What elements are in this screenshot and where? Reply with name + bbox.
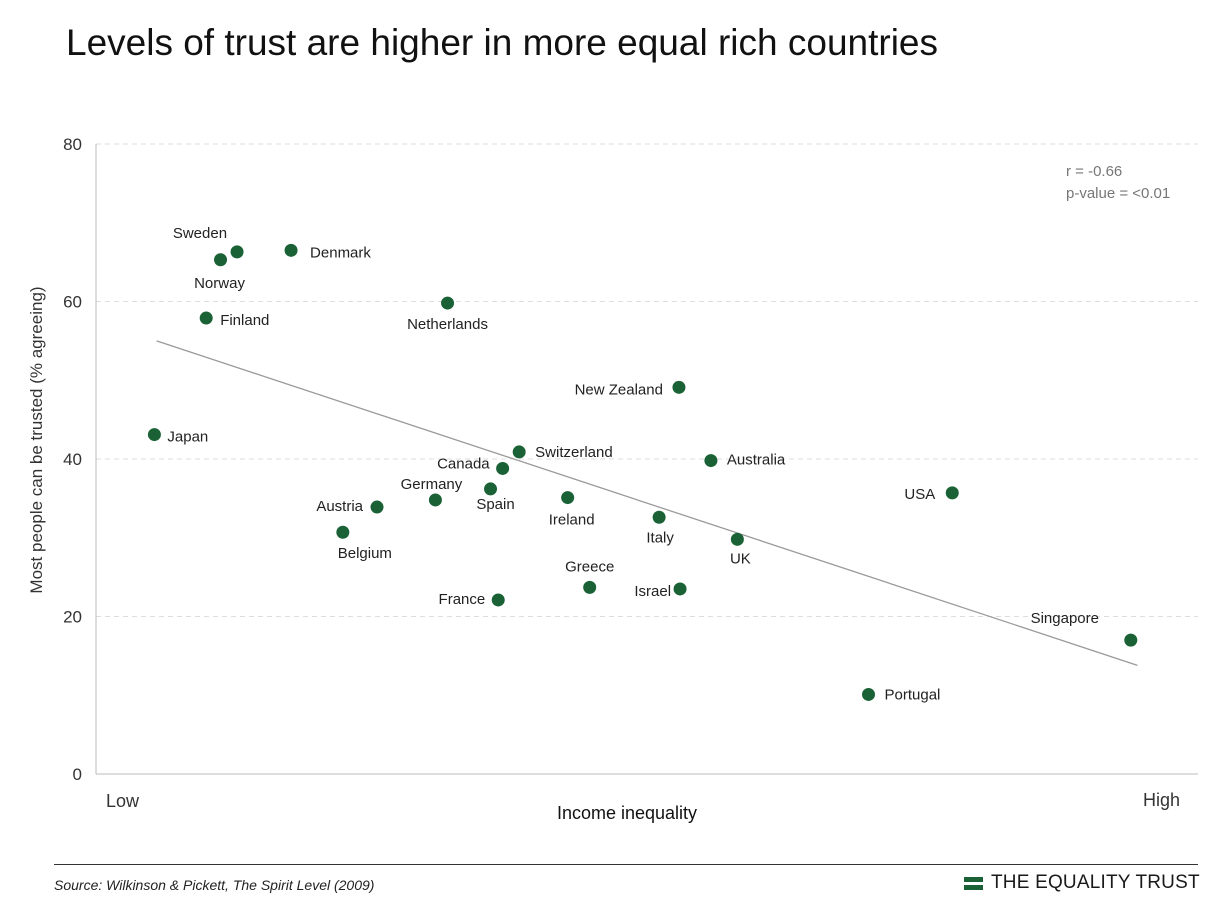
logo-bars-icon (964, 876, 983, 890)
data-point (491, 593, 505, 607)
data-point-label: Norway (194, 275, 245, 292)
data-point (862, 687, 876, 701)
source-note: Source: Wilkinson & Pickett, The Spirit … (54, 877, 375, 893)
data-point (673, 582, 687, 596)
data-point (561, 491, 575, 505)
x-tick-label-low: Low (106, 791, 140, 811)
y-axis-label: Most people can be trusted (% agreeing) (27, 286, 46, 593)
data-point (512, 445, 526, 459)
data-point-label: Japan (167, 429, 208, 446)
data-point (704, 454, 718, 468)
footer-divider (54, 864, 1198, 865)
logo-text: THE EQUALITY TRUST (991, 872, 1200, 893)
data-point-label: Israel (634, 583, 671, 600)
data-point (583, 580, 597, 594)
data-point-label: Ireland (549, 512, 595, 529)
data-point-label: Netherlands (407, 316, 488, 333)
y-tick-label: 40 (63, 450, 82, 469)
data-point-label: Germany (401, 476, 463, 493)
data-point-label: Belgium (338, 545, 392, 562)
data-point-label: France (439, 591, 486, 608)
y-tick-label: 80 (63, 135, 82, 154)
data-point (945, 486, 959, 500)
data-point (441, 296, 455, 310)
data-point (284, 243, 298, 257)
data-point (730, 532, 744, 546)
data-point (147, 428, 161, 442)
data-point-label: New Zealand (575, 381, 663, 398)
data-point (199, 311, 213, 325)
data-point-label: Italy (646, 529, 674, 546)
correlation-stats: r = -0.66 p-value = <0.01 (1066, 161, 1170, 205)
data-point-label: Canada (437, 455, 490, 472)
data-point-label: Sweden (173, 225, 227, 242)
y-tick-label: 0 (73, 765, 82, 784)
x-tick-label-high: High (1143, 790, 1180, 810)
trend-line (156, 340, 1138, 666)
data-point (484, 482, 498, 496)
data-point-label: Greece (565, 558, 614, 575)
equality-trust-logo: THE EQUALITY TRUST (964, 872, 1200, 894)
data-point-label: Austria (316, 498, 363, 515)
data-point-label: Portugal (885, 686, 941, 703)
data-point-label: USA (904, 486, 935, 503)
p-value: p-value = <0.01 (1066, 185, 1171, 202)
data-point (652, 510, 666, 524)
data-point-label: UK (730, 550, 751, 567)
data-point (370, 500, 384, 514)
data-point-label: Spain (476, 496, 514, 513)
data-point-label: Australia (727, 452, 786, 469)
data-point (496, 461, 510, 475)
data-point-label: Switzerland (535, 444, 613, 461)
data-point-label: Finland (220, 312, 269, 329)
data-point (428, 493, 442, 507)
data-point (1124, 633, 1138, 647)
x-axis-label: Income inequality (557, 803, 697, 823)
chart-title: Levels of trust are higher in more equal… (66, 22, 938, 63)
y-tick-label: 60 (63, 293, 82, 312)
data-point (336, 525, 350, 539)
y-tick-label: 20 (63, 608, 82, 627)
r-value: r = -0.66 (1066, 163, 1123, 180)
data-point-label: Denmark (310, 244, 371, 261)
data-point (230, 245, 244, 259)
data-point-label: Singapore (1031, 610, 1099, 627)
data-point (214, 253, 228, 267)
data-point (672, 380, 686, 394)
